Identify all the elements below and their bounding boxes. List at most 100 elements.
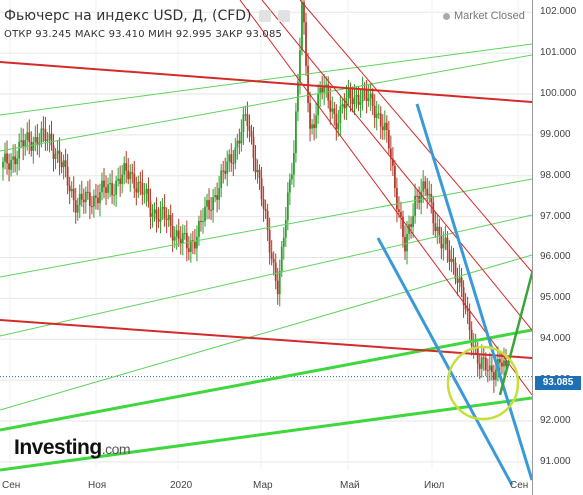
candle <box>121 164 124 194</box>
candle <box>66 153 69 195</box>
candle-body <box>262 199 265 209</box>
candle-body <box>434 223 437 232</box>
candle <box>143 182 146 204</box>
candle-body <box>101 180 103 193</box>
x-tick-label: Ноя <box>88 480 107 491</box>
market-status: Market Closed <box>443 10 525 22</box>
candle-body <box>187 248 190 252</box>
candle <box>232 149 235 177</box>
candle <box>391 147 394 176</box>
candle <box>393 160 396 198</box>
candle <box>295 102 297 163</box>
candle <box>258 164 261 190</box>
settings-icon[interactable] <box>278 10 291 22</box>
candle-body <box>319 87 322 95</box>
candle-body <box>311 124 313 129</box>
candle-body <box>432 202 435 224</box>
red-channel-line <box>239 0 532 396</box>
candle <box>52 133 55 172</box>
candle <box>309 91 311 142</box>
candle <box>18 133 21 171</box>
candle-body <box>123 163 126 175</box>
candle-body <box>292 153 295 175</box>
candle-body <box>359 101 362 105</box>
candle <box>466 296 469 324</box>
candle-body <box>460 277 463 288</box>
candle-body <box>290 174 293 180</box>
candle-body <box>274 262 277 281</box>
candle-body <box>68 185 71 192</box>
candle-body <box>333 108 336 114</box>
candle <box>34 125 37 152</box>
candle-body <box>8 163 10 170</box>
candle <box>454 257 457 285</box>
camera-icon[interactable] <box>258 10 271 22</box>
candle <box>492 364 495 393</box>
candle-body <box>494 369 497 380</box>
candle <box>206 193 208 220</box>
candle <box>179 226 182 255</box>
candle <box>187 236 190 261</box>
green-channel-line <box>0 214 532 337</box>
candle-body <box>222 170 225 172</box>
candle-body <box>398 209 400 213</box>
candle-body <box>505 360 507 366</box>
candle <box>357 86 360 112</box>
x-tick-label: 2020 <box>170 480 193 491</box>
candle-body <box>10 159 12 170</box>
candle-body <box>147 188 150 202</box>
candle <box>373 94 376 128</box>
candle-body <box>28 132 31 142</box>
investing-logo: Investing.com <box>14 436 131 459</box>
candle-body <box>389 148 392 159</box>
price-axis[interactable]: 102.000 101.000 100.000 99.000 98.000 97.000 9… <box>532 0 583 495</box>
candle-body <box>4 153 6 162</box>
candle <box>54 148 57 170</box>
candle <box>145 183 148 207</box>
candle <box>480 344 483 378</box>
candle <box>42 116 45 143</box>
y-tick-label: 99.000 <box>540 128 571 140</box>
candle <box>226 150 229 187</box>
candle-body <box>228 154 231 162</box>
candle <box>484 352 487 377</box>
candle-body <box>385 122 388 130</box>
candle-body <box>295 111 297 154</box>
candle-body <box>466 309 469 312</box>
candle <box>137 175 140 198</box>
candle-body <box>422 181 425 192</box>
candle-body <box>159 208 162 222</box>
candle-body <box>478 363 481 369</box>
candle-body <box>125 163 128 171</box>
candle <box>256 159 259 184</box>
price-chart[interactable] <box>0 0 532 495</box>
candle <box>103 167 105 199</box>
candle-body <box>46 139 49 142</box>
candle-body <box>268 230 271 253</box>
y-tick-label: 91.000 <box>540 455 571 467</box>
candle-body <box>248 126 251 131</box>
candle-body <box>337 123 340 130</box>
candle <box>452 247 455 275</box>
candle-body <box>341 104 344 107</box>
candle-body <box>48 133 51 140</box>
candle-body <box>232 162 235 164</box>
candle-body <box>34 137 37 143</box>
x-tick-label: Июл <box>424 480 445 491</box>
candle <box>64 148 67 178</box>
candle <box>331 96 334 119</box>
candle <box>355 87 358 109</box>
candle-body <box>157 219 160 222</box>
candle-body <box>448 249 451 262</box>
candle-body <box>30 141 33 151</box>
candle-body <box>238 140 241 144</box>
candle <box>208 188 210 220</box>
candle-body <box>412 215 414 227</box>
candle-body <box>117 178 120 181</box>
candle <box>472 332 475 359</box>
candle-body <box>428 193 431 196</box>
candle-body <box>137 181 140 193</box>
candle-body <box>236 140 239 148</box>
candle <box>242 106 245 146</box>
candle <box>36 124 39 155</box>
